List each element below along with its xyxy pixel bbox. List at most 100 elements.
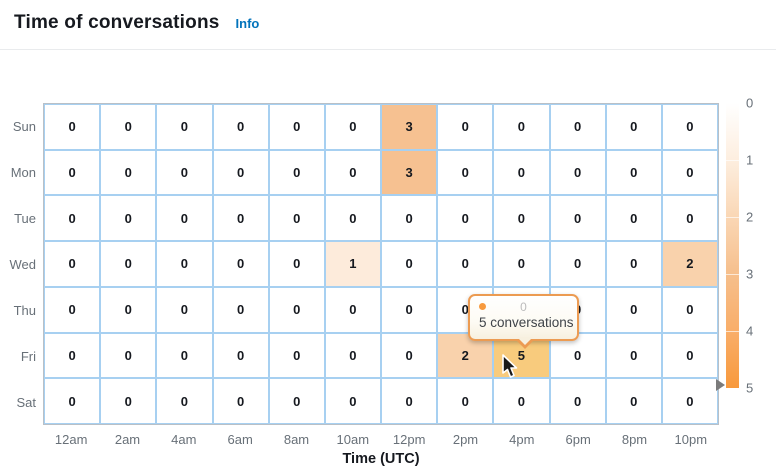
heatmap-cell[interactable]: 0	[661, 149, 718, 196]
heatmap-cell[interactable]: 0	[268, 378, 325, 424]
color-scale-bar	[726, 103, 739, 388]
x-axis-label: 8pm	[621, 432, 648, 447]
heatmap-cell[interactable]: 0	[156, 241, 213, 287]
heatmap-cell[interactable]: 0	[44, 195, 101, 242]
heatmap-cell[interactable]: 0	[212, 104, 269, 150]
heatmap-cell[interactable]: 0	[437, 378, 494, 424]
heatmap-cell[interactable]: 0	[100, 332, 157, 379]
heatmap-cell[interactable]: 0	[381, 195, 438, 242]
heatmap-cell[interactable]: 0	[324, 378, 381, 424]
heatmap-cell[interactable]: 0	[44, 149, 101, 196]
heatmap-cell[interactable]: 0	[661, 195, 718, 242]
heatmap-cell[interactable]: 0	[605, 104, 662, 150]
heatmap-cell[interactable]: 0	[493, 104, 550, 150]
heatmap-cell[interactable]: 0	[268, 149, 325, 196]
heatmap-cell[interactable]: 0	[44, 286, 101, 333]
heatmap-cell[interactable]: 0	[437, 149, 494, 196]
heatmap-cell[interactable]: 0	[605, 378, 662, 424]
heatmap-cell[interactable]: 0	[156, 286, 213, 333]
heatmap-cell[interactable]: 0	[212, 286, 269, 333]
series-dot-icon	[479, 303, 486, 310]
x-axis-label: 12pm	[392, 432, 426, 447]
heatmap-cell[interactable]: 0	[549, 241, 606, 287]
heatmap-cell[interactable]: 0	[100, 149, 157, 196]
heatmap-cell[interactable]: 0	[100, 195, 157, 242]
heatmap-cell[interactable]: 0	[493, 149, 550, 196]
heatmap-cell[interactable]: 0	[661, 332, 718, 379]
heatmap-cell[interactable]: 3	[381, 149, 438, 196]
heatmap-cell[interactable]: 0	[661, 104, 718, 150]
page-title: Time of conversations	[14, 12, 220, 33]
heatmap-cell[interactable]: 3	[381, 104, 438, 150]
heatmap-cell[interactable]: 0	[212, 378, 269, 424]
y-axis-label: Tue	[14, 210, 36, 226]
heatmap-cell[interactable]: 0	[156, 195, 213, 242]
heatmap-cell[interactable]: 0	[268, 286, 325, 333]
heatmap-cell[interactable]: 0	[156, 332, 213, 379]
heatmap-cell[interactable]: 0	[381, 378, 438, 424]
heatmap-cell[interactable]: 2	[661, 241, 718, 287]
heatmap-cell[interactable]: 0	[493, 195, 550, 242]
heatmap-cell[interactable]: 0	[212, 332, 269, 379]
heatmap-cell[interactable]: 1	[324, 241, 381, 287]
heatmap-cell[interactable]: 0	[324, 195, 381, 242]
heatmap-cell[interactable]: 0	[212, 149, 269, 196]
y-axis-label: Sat	[16, 394, 36, 410]
heatmap-cell[interactable]: 0	[324, 332, 381, 379]
y-axis-labels: Sun Mon Tue Wed Thu Fri Sat	[0, 103, 37, 425]
heatmap-cell[interactable]: 0	[493, 378, 550, 424]
heatmap-cell[interactable]: 0	[661, 378, 718, 424]
cell-tooltip: 0 5 conversations	[468, 294, 579, 349]
heatmap-cell[interactable]: 0	[324, 286, 381, 333]
heatmap-cell[interactable]: 0	[661, 286, 718, 333]
x-axis-title: Time (UTC)	[342, 451, 420, 467]
heatmap-cell[interactable]: 0	[605, 332, 662, 379]
heatmap-cell[interactable]: 0	[549, 104, 606, 150]
color-scale-tick-label: 4	[746, 323, 754, 339]
heatmap-cell[interactable]: 0	[268, 241, 325, 287]
heatmap-cell[interactable]: 0	[549, 149, 606, 196]
heatmap-cell[interactable]: 0	[605, 286, 662, 333]
heatmap-cell[interactable]: 0	[268, 195, 325, 242]
heatmap-cell[interactable]: 0	[268, 104, 325, 150]
heatmap-cell[interactable]: 0	[324, 149, 381, 196]
y-axis-label: Thu	[13, 302, 36, 318]
heatmap-cell[interactable]: 0	[100, 378, 157, 424]
heatmap-cell[interactable]: 0	[44, 332, 101, 379]
heatmap-cell[interactable]: 0	[100, 104, 157, 150]
heatmap-cell[interactable]: 0	[381, 286, 438, 333]
heatmap-cell[interactable]: 0	[44, 241, 101, 287]
x-axis-label: 4pm	[509, 432, 535, 447]
heatmap-cell[interactable]: 0	[100, 286, 157, 333]
heatmap-cell[interactable]: 0	[156, 378, 213, 424]
heatmap-cell[interactable]: 0	[100, 241, 157, 287]
color-scale-tick-label: 2	[746, 209, 754, 225]
heatmap-cell[interactable]: 0	[268, 332, 325, 379]
heatmap-cell[interactable]: 0	[437, 195, 494, 242]
heatmap-cell[interactable]: 0	[381, 241, 438, 287]
heatmap-cell[interactable]: 0	[605, 195, 662, 242]
heatmap-cell[interactable]: 0	[324, 104, 381, 150]
heatmap-cell[interactable]: 0	[605, 241, 662, 287]
heatmap-cell[interactable]: 0	[437, 104, 494, 150]
heatmap-cell[interactable]: 0	[44, 104, 101, 150]
heatmap-cell[interactable]: 0	[156, 104, 213, 150]
heatmap-cell[interactable]: 0	[212, 195, 269, 242]
color-scale-tick-label: 3	[746, 266, 754, 282]
y-axis-label: Mon	[10, 164, 36, 180]
y-axis-label: Fri	[20, 348, 36, 364]
heatmap-cell[interactable]: 0	[212, 241, 269, 287]
heatmap-cell[interactable]: 0	[44, 378, 101, 424]
mouse-cursor-icon	[502, 354, 518, 378]
heatmap-cell[interactable]: 0	[605, 149, 662, 196]
heatmap-cell[interactable]: 0	[549, 378, 606, 424]
x-axis-label: 2pm	[452, 432, 479, 447]
heatmap-cell[interactable]: 0	[156, 149, 213, 196]
heatmap-cell[interactable]: 0	[549, 195, 606, 242]
heatmap-cell[interactable]: 0	[437, 241, 494, 287]
info-link[interactable]: Info	[235, 16, 260, 31]
heatmap-cell[interactable]: 0	[493, 241, 550, 287]
heatmap-cell[interactable]: 0	[381, 332, 438, 379]
